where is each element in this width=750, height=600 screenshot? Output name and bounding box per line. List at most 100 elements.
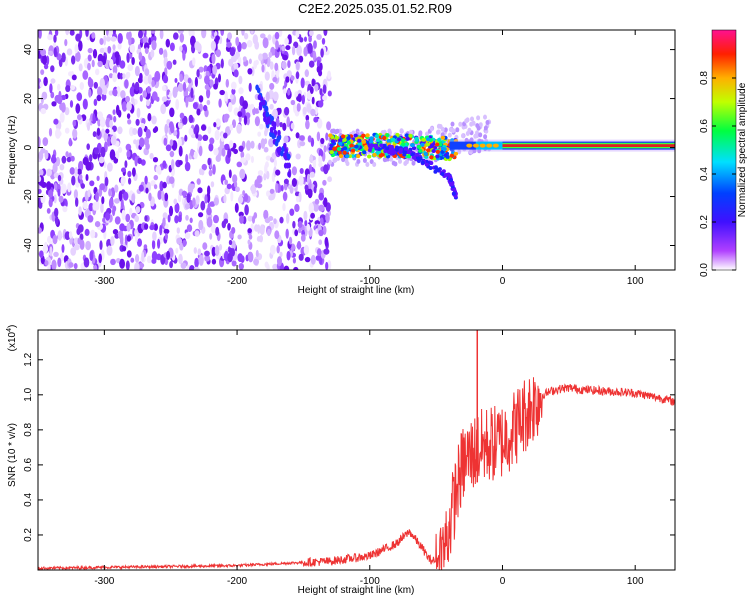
signal-halo <box>382 157 387 163</box>
signal-cell <box>332 146 337 151</box>
noise-cell <box>259 123 264 130</box>
noise-cell <box>161 190 165 201</box>
noise-cell <box>290 122 295 130</box>
noise-cell <box>158 47 164 55</box>
noise-cell <box>165 38 170 48</box>
noise-cell <box>327 90 332 97</box>
noise-cell <box>233 62 239 70</box>
noise-cell <box>134 156 138 167</box>
y-tick-label: -20 <box>23 189 34 204</box>
noise-cell <box>76 168 82 176</box>
noise-cell <box>88 88 92 98</box>
noise-cell <box>169 150 175 158</box>
noise-cell <box>171 159 175 170</box>
noise-cell <box>126 250 132 258</box>
noise-cell <box>206 88 211 99</box>
noise-cell <box>323 30 328 36</box>
noise-cell <box>278 107 282 114</box>
noise-cell <box>233 148 239 155</box>
noise-cell <box>112 207 116 217</box>
noise-cell <box>312 50 317 61</box>
noise-cell <box>115 150 120 159</box>
noise-cell <box>202 52 209 59</box>
noise-cell <box>268 194 274 201</box>
noise-cell <box>298 55 304 63</box>
noise-cell <box>192 102 198 110</box>
noise-cell <box>226 183 232 190</box>
signal-cell <box>336 147 342 151</box>
branch-cell <box>392 150 397 155</box>
branch-cell <box>433 166 438 170</box>
noise-cell <box>313 202 320 212</box>
noise-cell <box>140 159 146 166</box>
noise-cell <box>188 30 193 37</box>
noise-cell <box>49 246 53 257</box>
noise-cell <box>208 169 213 177</box>
spectrogram-frame <box>37 29 676 271</box>
noise-cell <box>243 193 249 202</box>
noise-cell <box>100 146 106 158</box>
noise-cell <box>40 181 47 188</box>
noise-cell <box>286 213 290 224</box>
noise-cell <box>186 224 193 232</box>
noise-cell <box>296 240 302 250</box>
noise-cell <box>285 228 289 239</box>
noise-cell <box>122 246 127 252</box>
x-tick-label: -200 <box>227 576 247 587</box>
noise-cell <box>266 170 270 180</box>
noise-cell <box>250 30 254 34</box>
signal-halo <box>411 160 416 166</box>
noise-cell <box>178 122 183 130</box>
noise-cell <box>289 208 295 216</box>
noise-streak <box>272 124 277 131</box>
noise-cell <box>91 59 95 68</box>
noise-cell <box>98 253 102 264</box>
noise-cell <box>170 124 175 134</box>
noise-cell <box>116 86 121 97</box>
branch-cell <box>373 143 377 148</box>
noise-cell <box>138 30 143 39</box>
signal-halo <box>328 159 332 165</box>
noise-cell <box>310 212 315 219</box>
noise-cell <box>213 83 218 90</box>
noise-cell <box>174 202 180 214</box>
noise-cell <box>215 49 221 58</box>
noise-cell <box>126 150 131 158</box>
signal-halo <box>409 129 413 135</box>
noise-cell <box>303 245 310 255</box>
noise-cell <box>86 122 91 131</box>
noise-cell <box>46 208 51 214</box>
noise-cell <box>318 229 324 237</box>
noise-cell <box>144 175 148 185</box>
signal-cell <box>445 154 450 159</box>
noise-cell <box>327 260 332 270</box>
noise-cell <box>175 247 179 254</box>
noise-cell <box>135 232 138 243</box>
noise-cell <box>46 55 50 66</box>
noise-cell <box>78 63 83 72</box>
noise-cell <box>97 53 104 63</box>
noise-cell <box>327 176 332 183</box>
branch-cell <box>403 150 408 155</box>
noise-cell <box>194 257 199 268</box>
noise-cell <box>254 116 260 127</box>
carrier-transition <box>472 143 479 148</box>
noise-cell <box>135 254 140 263</box>
noise-cell <box>77 224 84 233</box>
noise-cell <box>256 175 262 184</box>
noise-cell <box>185 214 189 221</box>
noise-cell <box>110 129 114 135</box>
noise-cell <box>301 94 305 105</box>
signal-halo <box>356 159 361 164</box>
noise-cell <box>275 169 281 176</box>
signal-cell <box>356 154 361 159</box>
noise-cell <box>184 232 191 240</box>
noise-cell <box>52 163 58 173</box>
noise-cell <box>134 81 140 92</box>
signal-halo <box>425 131 429 137</box>
noise-cell <box>185 96 189 108</box>
noise-cell <box>152 231 157 241</box>
noise-cell <box>164 123 169 135</box>
noise-cell <box>99 240 103 251</box>
noise-cell <box>279 216 284 224</box>
